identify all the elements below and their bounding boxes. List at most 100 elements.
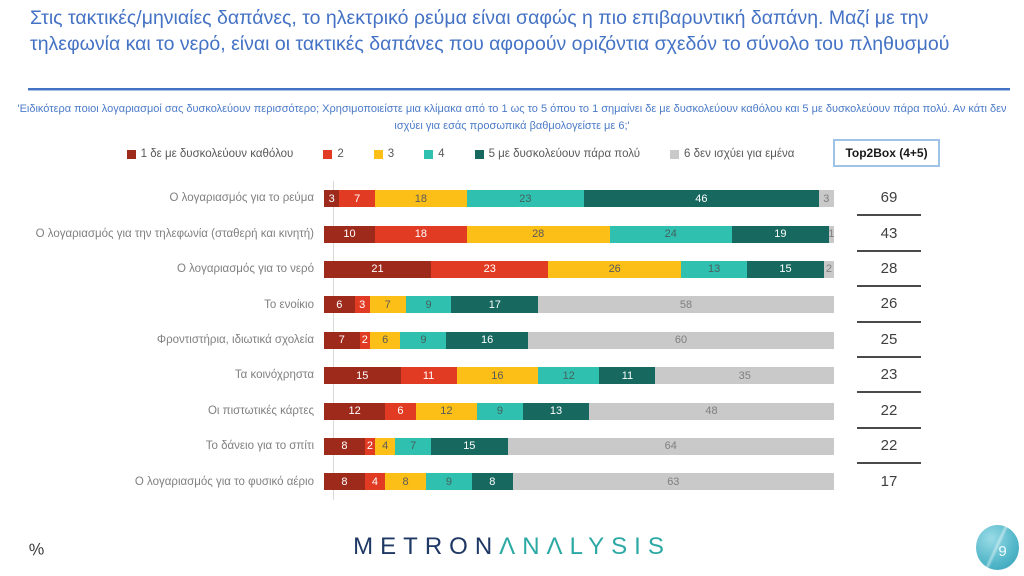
- bar-segment: 58: [538, 296, 834, 314]
- chart-row: Ο λογαριασμός για το φυσικό αέριο 8 4 8 9 8 63…: [0, 464, 1024, 499]
- legend-swatch: [474, 149, 484, 159]
- bar-segment: 6: [369, 331, 401, 349]
- bar-segment: 6: [385, 402, 416, 420]
- legend-swatch: [373, 149, 383, 159]
- legend-label: 2: [337, 148, 344, 160]
- bar-segment: 3: [354, 296, 370, 314]
- bar-segment: 9: [476, 402, 523, 420]
- stacked-bar: 3 7 18 23 46 3: [324, 190, 834, 208]
- logo-metron-text: METRON: [353, 533, 500, 560]
- bar-segment: 6: [324, 296, 355, 314]
- legend-swatch: [424, 149, 434, 159]
- bar-segment: 16: [446, 331, 528, 349]
- stacked-bar: 8 2 4 7 15 64: [324, 437, 834, 455]
- bar-segment: 2: [359, 331, 370, 349]
- legend-item-5: 5 με δυσκολεύουν πάρα πολύ: [474, 148, 641, 160]
- row-label: Ο λογαριασμός για την τηλεφωνία (σταθερή…: [35, 227, 314, 240]
- stacked-bar-chart: Ο λογαριασμός για το ρεύμα 3 7 18 23 46 3 69 Ο λ…: [0, 181, 1024, 500]
- bar-segment: 35: [655, 367, 834, 385]
- bar-segment: 3: [818, 190, 834, 208]
- bar-segment: 63: [512, 473, 834, 491]
- stacked-bar: 6 3 7 9 17 58: [324, 296, 834, 314]
- legend-swatch: [126, 149, 136, 159]
- chart-legend: 1 δε με δυσκολεύουν καθόλου 2 3 4 5 με δυσκο…: [88, 143, 833, 165]
- chart-row: Οι πιστωτικές κάρτες 12 6 12 9 13 48 22: [0, 393, 1024, 429]
- legend-item-1: 1 δε με δυσκολεύουν καθόλου: [126, 148, 294, 160]
- legend-item-4: 4: [424, 148, 445, 160]
- chart-row: Ο λογαριασμός για το νερό 21 23 26 13 15 2 28: [0, 252, 1024, 288]
- bar-segment: 64: [507, 437, 834, 455]
- logo-analysis-text: ΛNΛLYSIS: [499, 533, 671, 560]
- top2box-value: 23: [857, 358, 921, 394]
- bar-segment: 15: [747, 260, 824, 278]
- chart-row: Ο λογαριασμός για το ρεύμα 3 7 18 23 46 3 69: [0, 181, 1024, 217]
- bar-segment: 13: [680, 260, 748, 278]
- legend-label: 3: [387, 148, 395, 160]
- legend-label: 6 δεν ισχύει για εμένα: [684, 148, 795, 160]
- bar-segment: 18: [374, 190, 467, 208]
- chart-row: Ο λογαριασμός για την τηλεφωνία (σταθερή…: [0, 216, 1024, 252]
- page-number: 9: [998, 543, 1007, 560]
- bar-segment: 10: [324, 225, 375, 243]
- bar-segment: 3: [324, 190, 340, 208]
- stacked-bar: 7 2 6 9 16 60: [324, 331, 834, 349]
- bar-segment: 24: [609, 225, 732, 243]
- top2box-value: 26: [857, 287, 921, 323]
- top2box-value: 22: [857, 429, 921, 465]
- bar-segment: 8: [324, 437, 365, 455]
- legend-item-6: 6 δεν ισχύει για εμένα: [670, 148, 794, 160]
- bar-segment: 7: [369, 296, 406, 314]
- bar-segment: 48: [589, 402, 834, 420]
- bar-segment: 12: [324, 402, 386, 420]
- bar-segment: 9: [405, 296, 452, 314]
- chart-row: Φροντιστήρια, ιδιωτικά σχολεία 7 2 6 9 16 60 25: [0, 323, 1024, 358]
- title-underline: [28, 88, 1010, 91]
- bar-segment: 1: [828, 225, 834, 243]
- top2box-value: 69: [857, 181, 921, 217]
- row-label: Οι πιστωτικές κάρτες: [207, 404, 314, 417]
- legend-item-3: 3: [373, 148, 395, 160]
- bar-segment: 7: [339, 190, 375, 208]
- legend-label: 5 με δυσκολεύουν πάρα πολύ: [488, 148, 641, 160]
- stacked-bar: 21 23 26 13 15 2: [324, 260, 834, 278]
- bar-segment: 7: [395, 437, 432, 455]
- bar-segment: 13: [522, 402, 590, 420]
- bar-segment: 28: [466, 225, 610, 243]
- bar-segment: 4: [374, 437, 396, 455]
- bar-segment: 15: [431, 437, 508, 455]
- row-label: Ο λογαριασμός για το νερό: [176, 263, 314, 276]
- page-title: Στις τακτικές/μηνιαίες δαπάνες, το ηλεκτ…: [30, 7, 950, 55]
- bar-segment: 12: [415, 402, 477, 420]
- legend-item-2: 2: [323, 148, 344, 160]
- bar-segment: 46: [584, 190, 819, 208]
- bar-segment: 7: [324, 331, 360, 349]
- legend-label: 4: [438, 148, 445, 160]
- top2box-value: 43: [857, 216, 921, 252]
- chart-row: Το ενοίκιο 6 3 7 9 17 58 26: [0, 287, 1024, 323]
- row-label: Ο λογαριασμός για το ρεύμα: [169, 192, 314, 205]
- chart-row: Τα κοινόχρηστα 15 11 16 12 11 35 23: [0, 358, 1024, 394]
- bar-segment: 19: [731, 225, 829, 243]
- bar-segment: 26: [548, 260, 681, 278]
- bar-segment: 23: [431, 260, 549, 278]
- bar-segment: 17: [451, 296, 539, 314]
- legend-label: 1 δε με δυσκολεύουν καθόλου: [140, 148, 294, 160]
- row-label: Το ενοίκιο: [264, 298, 314, 311]
- page-number-badge: 9: [976, 525, 1019, 570]
- legend-swatch: [670, 149, 680, 159]
- row-label: Τα κοινόχρηστα: [234, 369, 314, 382]
- bar-segment: 8: [385, 473, 426, 491]
- metron-analysis-logo: METRONΛNΛLYSIS: [0, 533, 1024, 561]
- top2box-value: 17: [880, 473, 898, 491]
- bar-segment: 11: [599, 367, 656, 385]
- row-label: Ο λογαριασμός για το φυσικό αέριο: [134, 475, 314, 488]
- stacked-bar: 15 11 16 12 11 35: [324, 367, 834, 385]
- bar-segment: 9: [425, 473, 472, 491]
- survey-question: 'Ειδικότερα ποιοι λογαριασμοί σας δυσκολ…: [17, 103, 1007, 133]
- top2box-value: 22: [857, 393, 921, 429]
- bar-segment: 8: [324, 473, 365, 491]
- bar-segment: 11: [400, 367, 457, 385]
- row-label: Φροντιστήρια, ιδιωτικά σχολεία: [156, 333, 314, 346]
- bar-segment: 8: [471, 473, 513, 491]
